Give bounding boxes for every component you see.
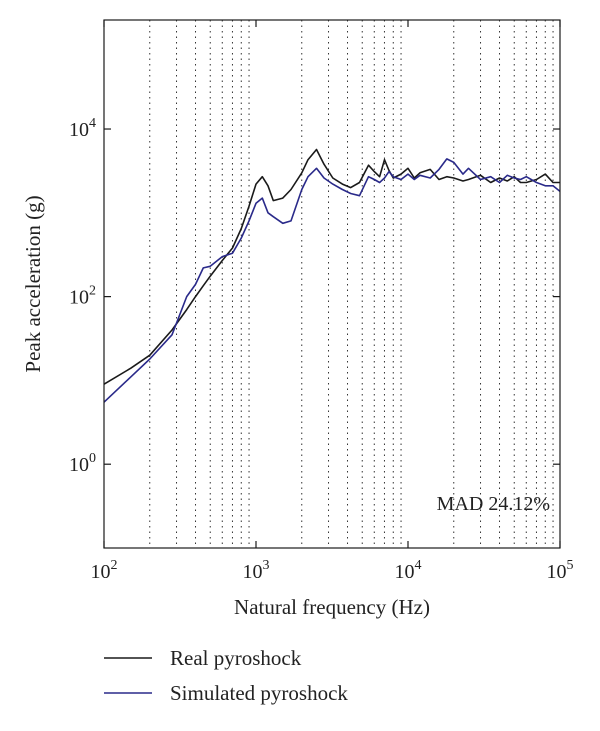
- x-tick-label: 104: [395, 558, 422, 583]
- grid: [149, 20, 554, 548]
- tick-base: 10: [547, 561, 567, 583]
- tick-exponent: 0: [89, 451, 96, 466]
- series-layer: [103, 148, 561, 403]
- tick-base: 10: [69, 119, 89, 141]
- tick-exponent: 4: [89, 116, 96, 131]
- y-tick-label: 104: [69, 116, 96, 141]
- y-tick-label: 102: [69, 284, 96, 309]
- ticks: [103, 20, 561, 548]
- mad-annotation: MAD 24.12%: [437, 493, 550, 515]
- tick-exponent: 4: [415, 558, 422, 573]
- x-axis-title: Natural frequency (Hz): [234, 595, 430, 619]
- tick-exponent: 5: [567, 558, 574, 573]
- y-tick-label: 100: [69, 451, 96, 476]
- tick-base: 10: [69, 454, 89, 476]
- legend-label-real: Real pyroshock: [170, 646, 302, 670]
- tick-base: 10: [243, 561, 263, 583]
- tick-base: 10: [69, 287, 89, 309]
- plot-frame: [103, 19, 561, 549]
- tick-exponent: 3: [263, 558, 270, 573]
- tick-base: 10: [91, 561, 111, 583]
- y-axis-title: Peak acceleration (g): [21, 195, 45, 372]
- x-tick-label: 105: [547, 558, 574, 583]
- series-real-pyroshock: [103, 148, 560, 385]
- tick-exponent: 2: [111, 558, 118, 573]
- x-tick-label: 103: [243, 558, 270, 583]
- tick-base: 10: [395, 561, 415, 583]
- series-simulated-pyroshock: [103, 158, 561, 403]
- tick-exponent: 2: [89, 284, 96, 299]
- legend: Real pyroshock Simulated pyroshock: [104, 646, 348, 705]
- legend-label-simulated: Simulated pyroshock: [170, 681, 348, 705]
- x-tick-label: 102: [91, 558, 118, 583]
